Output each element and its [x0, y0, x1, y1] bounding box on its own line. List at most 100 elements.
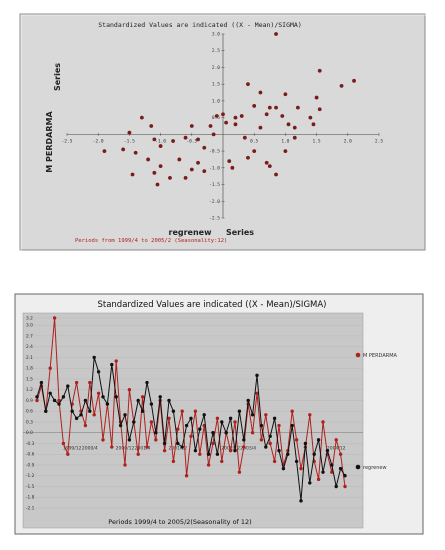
- series-point: [158, 395, 162, 399]
- series-point: [242, 445, 246, 449]
- series-point: [193, 448, 198, 453]
- scatter-point: [149, 124, 154, 128]
- series-point: [123, 463, 127, 467]
- scatter-x-tick-label: 2.5: [375, 138, 383, 144]
- series-point: [70, 409, 74, 413]
- series-point: [233, 448, 237, 453]
- scatter-point: [258, 90, 263, 95]
- scatter-point: [242, 135, 247, 140]
- series-point: [149, 402, 154, 406]
- series-point: [272, 416, 277, 421]
- scatter-point: [274, 105, 278, 110]
- series-point: [277, 423, 281, 428]
- series-point: [268, 441, 272, 446]
- series-point: [321, 470, 325, 474]
- scatter-point: [202, 169, 207, 174]
- series-point: [246, 398, 250, 403]
- scatter-point: [239, 114, 244, 118]
- series-point: [118, 423, 123, 428]
- scatter-x-tick-label: -0.5: [186, 138, 197, 144]
- series-point: [79, 413, 83, 417]
- series-point: [250, 413, 255, 417]
- series-point: [154, 431, 158, 435]
- scatter-point: [102, 149, 107, 153]
- scatter-point: [274, 172, 278, 177]
- series-point: [74, 380, 79, 385]
- series-point: [52, 398, 57, 403]
- scatter-point: [339, 83, 344, 88]
- scatter-xlabel-right: Series: [226, 228, 254, 237]
- series-point: [136, 452, 140, 456]
- series-point: [250, 431, 255, 435]
- series-point: [57, 402, 61, 406]
- scatter-point: [252, 149, 257, 153]
- series-point: [255, 373, 259, 378]
- series-point: [338, 452, 343, 456]
- scatter-point: [183, 175, 188, 180]
- series-point: [96, 391, 101, 395]
- series-point: [110, 445, 114, 449]
- scatter-point: [133, 150, 138, 155]
- scatter-point: [155, 182, 160, 187]
- series-point: [48, 366, 52, 370]
- series-point: [233, 420, 237, 424]
- series-point: [206, 452, 211, 456]
- scatter-point: [286, 122, 291, 127]
- series-point: [145, 380, 149, 385]
- series-point: [334, 484, 338, 489]
- scatter-point: [121, 147, 126, 152]
- legend-label-regrenew: regrenew: [363, 465, 387, 471]
- scatter-y-tick-label: 2.0: [212, 65, 220, 71]
- series-point: [48, 391, 52, 395]
- scatter-y-tick-label: 1.5: [212, 82, 220, 88]
- line-x-tick-label: 2001/12: [168, 446, 187, 452]
- line-y-tick-label: -0.9: [26, 462, 35, 468]
- series-point: [123, 413, 127, 417]
- line-x-tick-label: 2001/4: [135, 446, 151, 452]
- scatter-ylabel-top: Series: [53, 63, 62, 91]
- series-point: [308, 481, 312, 485]
- series-point: [215, 416, 220, 421]
- series-point: [316, 477, 321, 482]
- scatter-point: [211, 132, 216, 137]
- line-x-tick-label: 2004/12: [327, 446, 346, 452]
- scatter-point: [171, 139, 175, 143]
- scatter-point: [283, 92, 288, 97]
- scatter-point: [177, 157, 182, 162]
- scatter-point: [274, 32, 278, 36]
- series-point: [44, 409, 48, 413]
- scatter-x-tick-label: 2.0: [344, 138, 352, 144]
- line-series: [35, 316, 347, 503]
- series-point: [140, 409, 145, 413]
- scatter-point: [252, 104, 257, 108]
- scatter-point: [214, 114, 219, 118]
- scatter-x-tick-label: -1.0: [155, 138, 166, 144]
- scatter-point: [246, 155, 250, 160]
- series-point: [264, 413, 268, 417]
- scatter-point: [233, 115, 238, 120]
- series-point: [39, 380, 44, 385]
- scatter-y-tick-label: 2.5: [212, 48, 220, 54]
- series-point: [167, 398, 171, 403]
- series-point: [281, 466, 286, 471]
- scatter-point: [233, 122, 238, 127]
- scatter-point: [230, 165, 235, 170]
- scatter-point: [258, 125, 263, 130]
- scatter-point: [196, 160, 200, 165]
- line-x-tick-label: 2000/4: [82, 446, 98, 452]
- series-point: [206, 463, 211, 467]
- scatter-point: [295, 105, 300, 110]
- line-x-tick-label: 2003/4: [240, 446, 256, 452]
- series-point: [237, 409, 242, 413]
- series-point: [286, 452, 290, 456]
- series-point: [264, 445, 268, 449]
- scatter-point: [152, 170, 157, 175]
- series-point: [83, 398, 88, 403]
- series-point: [167, 416, 171, 421]
- line-y-tick-label: -1.2: [26, 473, 35, 479]
- line-y-tick-label: 0.6: [26, 409, 33, 415]
- series-point: [228, 416, 233, 421]
- scatter-axes: [67, 34, 379, 218]
- scatter-footnote: Periods from 1999/4 to 2005/2 (Seasonali…: [75, 238, 227, 244]
- scatter-x-tick-label: 1.5: [313, 138, 321, 144]
